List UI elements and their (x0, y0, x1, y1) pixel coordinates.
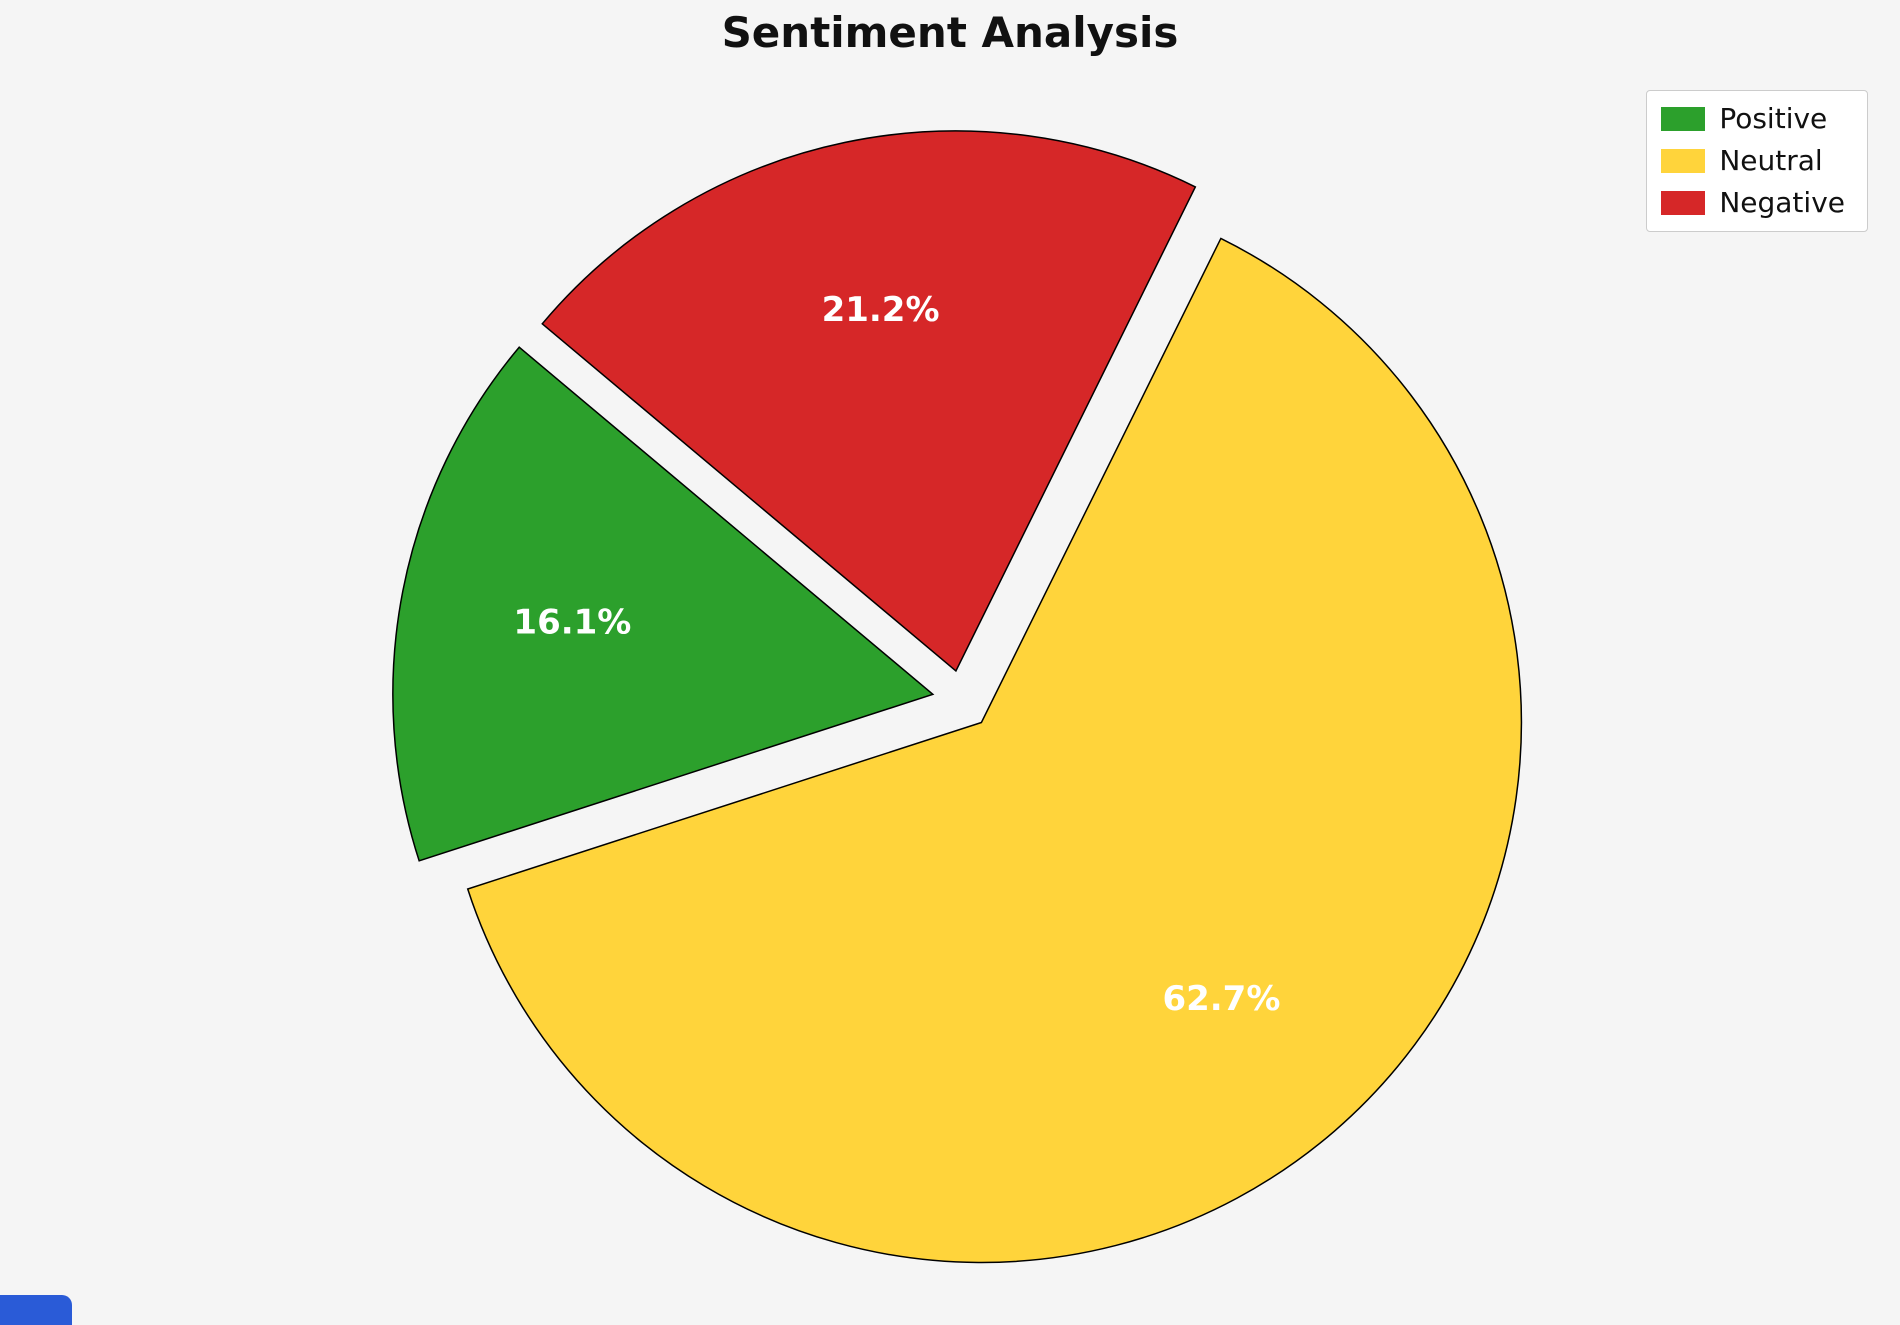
pie-slice-label-neutral: 62.7% (1162, 979, 1280, 1019)
legend-label-negative: Negative (1719, 186, 1845, 219)
legend-item-negative: Negative (1661, 189, 1845, 217)
legend-label-positive: Positive (1719, 102, 1828, 135)
legend: Positive Neutral Negative (1646, 90, 1868, 232)
cropped-blue-element (0, 1295, 72, 1325)
legend-label-neutral: Neutral (1719, 144, 1823, 177)
chart-title: Sentiment Analysis (721, 8, 1179, 57)
legend-item-neutral: Neutral (1661, 147, 1845, 175)
pie-slice-negative (541, 130, 1197, 673)
pie-slice-positive (392, 346, 935, 862)
pie-slice-neutral (466, 237, 1523, 1264)
legend-item-positive: Positive (1661, 105, 1845, 133)
legend-swatch-positive (1661, 107, 1706, 131)
legend-swatch-neutral (1661, 149, 1706, 173)
pie-slice-label-negative: 21.2% (822, 290, 940, 330)
legend-swatch-negative (1661, 191, 1706, 215)
pie-slice-label-positive: 16.1% (513, 603, 631, 643)
